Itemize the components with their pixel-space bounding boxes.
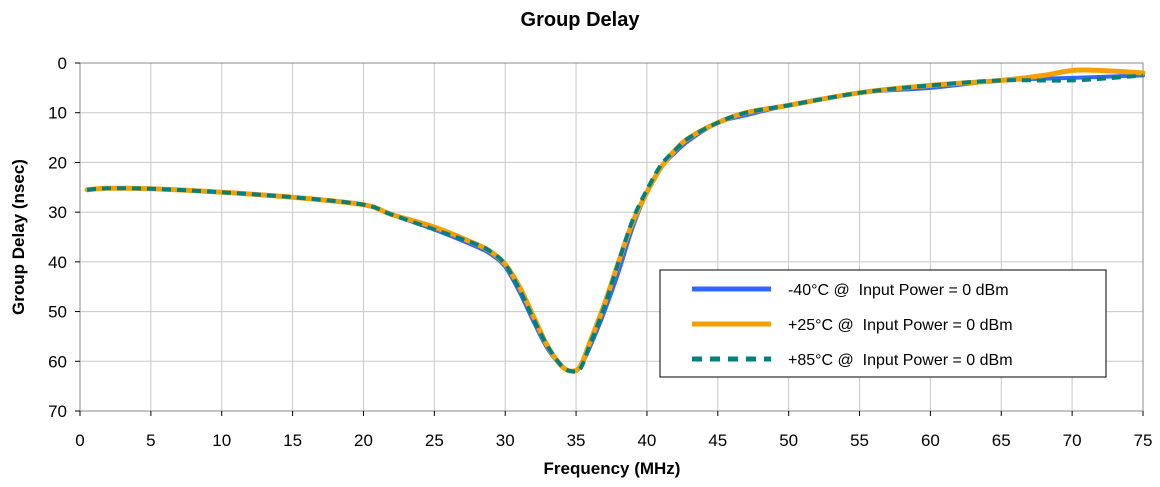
y-tick-label: 70: [48, 402, 67, 421]
y-axis-ticks: 0 10 20 30 40 50 60 70: [48, 54, 80, 421]
x-tick-label: 70: [1063, 431, 1082, 450]
x-tick-label: 20: [354, 431, 373, 450]
x-tick-label: 35: [567, 431, 586, 450]
x-tick-label: 0: [75, 431, 84, 450]
x-tick-label: 40: [637, 431, 656, 450]
x-tick-label: 45: [708, 431, 727, 450]
x-axis-title: Frequency (MHz): [544, 459, 681, 478]
x-tick-label: 30: [496, 431, 515, 450]
x-tick-label: 75: [1134, 431, 1153, 450]
y-axis-title: Group Delay (nsec): [9, 159, 28, 315]
chart-title: Group Delay: [521, 9, 641, 31]
x-tick-label: 55: [850, 431, 869, 450]
y-tick-label: 60: [48, 352, 67, 371]
x-tick-label: 25: [425, 431, 444, 450]
y-tick-label: 10: [48, 104, 67, 123]
y-tick-label: 0: [58, 54, 67, 73]
y-tick-label: 20: [48, 153, 67, 172]
legend: -40°C @ Input Power = 0 dBm +25°C @ Input…: [659, 269, 1107, 378]
legend-label-2: +25°C @ Input Power = 0 dBm: [788, 317, 1013, 334]
series-line-3: [86, 73, 1144, 374]
x-tick-label: 5: [146, 431, 155, 450]
legend-label-1: -40°C @ Input Power = 0 dBm: [788, 282, 1009, 299]
series-lines: [84, 67, 1146, 374]
plot-area-frame: [79, 62, 1144, 412]
x-tick-label: 60: [921, 431, 940, 450]
x-axis-ticks: 0 5 10 15 20 25 30 35 40 45 50 55 60 65 70 75: [75, 411, 1152, 450]
y-tick-label: 40: [48, 253, 67, 272]
x-tick-label: 10: [212, 431, 231, 450]
x-tick-label: 50: [779, 431, 798, 450]
legend-label-3: +85°C @ Input Power = 0 dBm: [788, 352, 1013, 369]
x-tick-label: 15: [283, 431, 302, 450]
y-tick-label: 30: [48, 203, 67, 222]
x-tick-label: 65: [992, 431, 1011, 450]
y-tick-label: 50: [48, 303, 67, 322]
